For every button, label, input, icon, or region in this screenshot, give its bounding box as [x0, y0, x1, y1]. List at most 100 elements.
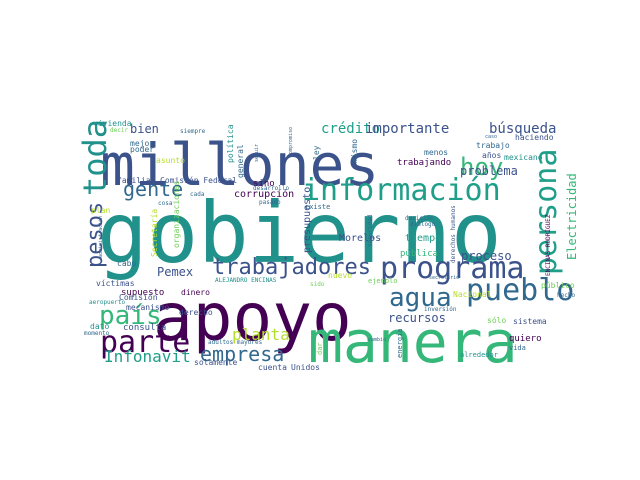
word-16: pesos	[83, 202, 108, 268]
word-68: alrededor	[460, 351, 498, 359]
word-85: seguridad	[367, 214, 374, 247]
word-39: años	[482, 151, 501, 160]
word-34: familia	[117, 176, 151, 185]
word-5: programa	[380, 251, 525, 286]
word-22: problema	[460, 164, 518, 178]
word-63: ley	[312, 145, 321, 160]
word-79: momento	[84, 330, 110, 337]
word-64: trabajo	[476, 141, 510, 150]
word-23: recursos	[388, 311, 446, 325]
word-91: siempre	[180, 128, 206, 135]
word-30: Morelos	[339, 233, 381, 244]
word-86: existe	[305, 203, 330, 211]
word-56: mejor	[130, 139, 154, 148]
word-74: decisión	[405, 215, 434, 222]
word-72: ejemplo	[368, 277, 398, 285]
word-32: pública	[400, 249, 438, 259]
word-47: cuenta	[258, 363, 287, 372]
word-29: tiempo	[405, 233, 441, 244]
word-59: política	[226, 124, 235, 163]
word-62: menos	[424, 148, 448, 157]
word-24: proceso	[461, 249, 512, 263]
word-46: derecho	[179, 308, 213, 317]
word-77: adultos mayores	[208, 339, 263, 346]
word-43: mecanismo	[126, 303, 170, 312]
word-28: corrupción	[234, 188, 294, 200]
word-61: mismo	[350, 139, 359, 163]
word-18: Infonavit	[104, 347, 191, 366]
word-90: cada	[190, 191, 205, 198]
word-70: hecho	[557, 292, 575, 299]
word-36: trabajando	[397, 158, 451, 168]
word-66: plan	[91, 206, 110, 215]
word-12: agua	[389, 283, 452, 313]
word-45: consulta	[123, 323, 166, 333]
word-44: dinero	[181, 288, 210, 297]
word-97: secretario	[429, 275, 459, 281]
word-69: vida	[509, 344, 526, 352]
word-49: solamente	[194, 358, 238, 367]
word-82: derechos humanos	[450, 205, 457, 263]
word-65: cabo	[117, 259, 136, 268]
word-87: pasado	[259, 199, 281, 206]
word-10: toda	[76, 119, 114, 196]
word-81: ENCINAS RODRÍGUEZ	[544, 214, 552, 276]
word-50: quiero	[509, 334, 542, 344]
word-0: gobierno	[97, 184, 502, 282]
word-17: planta	[232, 325, 290, 344]
word-94: seguir	[254, 144, 260, 162]
word-57: poder	[130, 145, 154, 154]
word-60: general	[236, 144, 245, 178]
word-19: crédito	[321, 121, 380, 137]
word-9: pueblo	[466, 273, 574, 308]
word-2: millones	[100, 131, 379, 199]
word-20: importante	[365, 121, 449, 137]
word-27: bien	[130, 122, 159, 136]
word-95: administración	[97, 216, 104, 258]
word-1: apoyo	[153, 279, 352, 356]
word-98: caso	[485, 134, 497, 140]
word-8: parte	[100, 325, 190, 360]
word-71: nuevo	[328, 271, 352, 280]
word-37: mexicano	[504, 153, 543, 162]
word-38: haciendo	[515, 133, 554, 142]
word-54: público	[541, 281, 575, 290]
word-99: sido	[310, 281, 325, 288]
word-7: trabajadores	[212, 255, 371, 280]
word-78: aeropuerto	[89, 299, 126, 306]
word-88: desarrollo	[253, 185, 290, 192]
word-15: empresa	[200, 342, 284, 366]
word-25: Electricidad	[565, 173, 579, 260]
word-76: energía	[396, 328, 404, 358]
word-3: manera	[308, 308, 518, 376]
word-52: sólo	[487, 315, 506, 325]
word-53: Nacional	[453, 290, 492, 299]
word-21: búsqueda	[489, 121, 556, 137]
word-100: dar	[316, 342, 324, 355]
word-11: país	[99, 301, 162, 331]
word-92: decir	[110, 127, 128, 134]
word-13: hoy	[460, 153, 503, 181]
word-84: organizaciones	[172, 180, 181, 248]
word-89: cosa	[158, 200, 173, 207]
word-93: compromiso	[288, 127, 294, 157]
word-48: Unidos	[291, 363, 320, 372]
word-80: ALEJANDRO ENCINAS	[215, 277, 277, 284]
word-26: Pemex	[157, 265, 193, 279]
word-42: Comisión	[119, 292, 158, 302]
word-31: presupuesto	[302, 187, 313, 253]
word-55: vivienda	[93, 119, 132, 128]
word-51: sistema	[513, 317, 547, 326]
word-58: asunto	[156, 156, 185, 165]
word-96: cambio	[368, 337, 386, 343]
word-40: supuesto	[121, 288, 164, 298]
word-67: dato	[90, 322, 109, 331]
word-83: Secretaría	[150, 209, 159, 257]
word-41: víctimas	[96, 279, 135, 288]
word-73: diálogo	[410, 221, 436, 228]
word-35: sino	[253, 179, 275, 189]
word-4: información	[302, 173, 501, 208]
word-14: gente	[123, 177, 183, 201]
word-75: inversión	[424, 306, 457, 313]
